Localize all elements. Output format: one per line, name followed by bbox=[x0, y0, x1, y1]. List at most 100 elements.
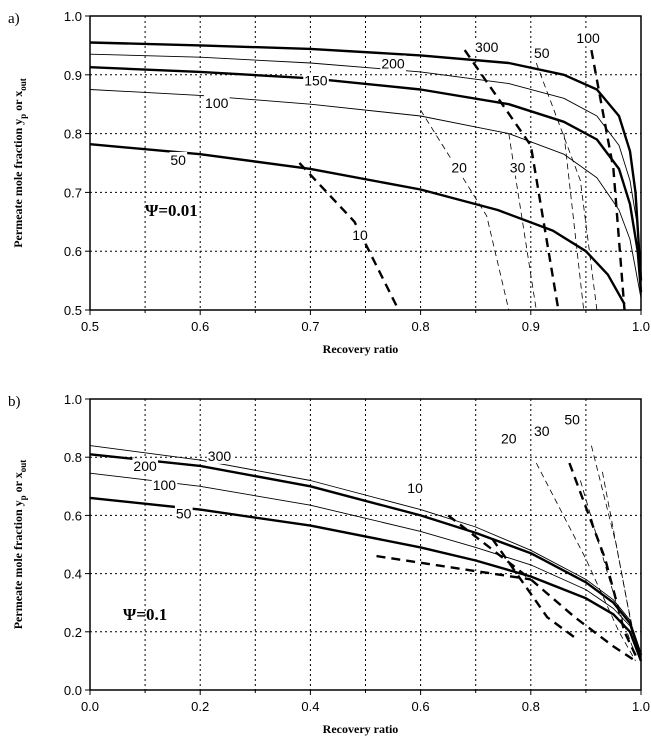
y-tick-label: 0.8 bbox=[64, 450, 82, 465]
series-label-100: 100 bbox=[153, 477, 177, 493]
isoline-label-50: 50 bbox=[534, 45, 550, 61]
x-tick-label: 1.0 bbox=[632, 699, 650, 714]
isoline-20 bbox=[420, 109, 510, 311]
series-label-50-bg bbox=[169, 151, 188, 168]
series-label-50: 50 bbox=[170, 152, 186, 168]
series-label-50-bg bbox=[174, 505, 193, 522]
isoline-50 bbox=[535, 62, 598, 311]
series-label-200-bg bbox=[380, 55, 406, 72]
y-axis-label-sub-out: out bbox=[18, 460, 28, 473]
isoline-extra-6 bbox=[563, 133, 585, 311]
series-line-100 bbox=[89, 472, 642, 659]
x-tick-label: 0.6 bbox=[412, 699, 430, 714]
isoline-30 bbox=[463, 49, 560, 311]
y-axis-label: Permeate mole fraction yp or xout bbox=[11, 78, 28, 248]
isoline-extra-4 bbox=[376, 554, 531, 581]
panel-label: a) bbox=[8, 11, 20, 27]
x-tick-label: 0.2 bbox=[191, 699, 209, 714]
y-axis-label-sub-p: p bbox=[18, 114, 28, 119]
isoline-extra-5 bbox=[491, 538, 576, 639]
isoline-label-10-bg bbox=[351, 227, 369, 244]
series-label-300-bg bbox=[474, 39, 500, 56]
isoline-20 bbox=[535, 462, 636, 662]
y-axis-label: Permeate mole fraction yp or xout bbox=[11, 460, 28, 630]
y-tick-label: 0.4 bbox=[64, 567, 82, 582]
y-tick-label: 1.0 bbox=[64, 9, 82, 24]
series-label-300-bg bbox=[206, 447, 233, 464]
isoline-label-30-bg bbox=[533, 423, 551, 440]
y-tick-label: 0.9 bbox=[64, 68, 82, 83]
y-tick-label: 0.0 bbox=[64, 683, 82, 698]
panel-label: b) bbox=[8, 394, 21, 410]
series-line-50 bbox=[89, 496, 643, 662]
y-tick-label: 0.7 bbox=[64, 185, 82, 200]
series-label-150-bg bbox=[303, 72, 329, 89]
isoline-label-30: 30 bbox=[534, 423, 550, 439]
series-label-50: 50 bbox=[176, 506, 192, 522]
x-axis-label: Recovery ratio bbox=[323, 342, 399, 356]
isoline-label-100-bg bbox=[575, 30, 601, 47]
series-label-100-bg bbox=[204, 94, 230, 111]
y-tick-label: 0.6 bbox=[64, 508, 82, 523]
isoline-label-30-bg bbox=[508, 159, 527, 176]
isoline-label-10: 10 bbox=[352, 227, 368, 243]
series-line-300 bbox=[89, 41, 643, 281]
series-line-150 bbox=[89, 66, 643, 293]
y-tick-label: 0.2 bbox=[64, 625, 82, 640]
series-label-200: 200 bbox=[381, 56, 405, 72]
x-tick-label: 0.8 bbox=[522, 699, 540, 714]
isoline-100 bbox=[590, 49, 626, 311]
isoline-label-20-bg bbox=[499, 430, 518, 447]
isoline-label-50-bg bbox=[533, 44, 551, 61]
y-axis-label-mid: or x bbox=[11, 472, 25, 495]
psi-annotation: Ψ=0.01 bbox=[145, 201, 198, 220]
x-tick-label: 1.0 bbox=[632, 319, 650, 334]
isoline-30 bbox=[568, 462, 640, 662]
series-line-300 bbox=[89, 445, 642, 656]
x-tick-label: 0.8 bbox=[412, 319, 430, 334]
series-line-200 bbox=[89, 53, 642, 287]
y-axis-label-sub-p: p bbox=[18, 495, 28, 500]
y-tick-label: 0.6 bbox=[64, 244, 82, 259]
isoline-extra-7 bbox=[602, 471, 639, 656]
isoline-label-50-bg bbox=[563, 411, 582, 428]
x-tick-label: 0.4 bbox=[301, 699, 319, 714]
series-label-200: 200 bbox=[133, 458, 157, 474]
series-label-150: 150 bbox=[304, 73, 328, 89]
series-line-50 bbox=[89, 143, 626, 305]
y-tick-label: 0.8 bbox=[64, 127, 82, 142]
isoline-label-50: 50 bbox=[564, 412, 580, 428]
chart-panel-b: 300 200 100 50 10 20 30 50 0.0 0.2 0.4 0.6 0.8 1.0 0.0… bbox=[8, 392, 650, 736]
isoline-label-20: 20 bbox=[451, 160, 467, 176]
x-tick-label: 0.5 bbox=[81, 319, 99, 334]
isoline-label-10-bg bbox=[406, 479, 425, 496]
x-tick-label: 0.6 bbox=[191, 319, 209, 334]
x-tick-label: 0.7 bbox=[301, 319, 319, 334]
isoline-10 bbox=[298, 162, 400, 311]
x-tick-label: 0.9 bbox=[522, 319, 540, 334]
isoline-label-20-bg bbox=[450, 159, 469, 176]
series-label-300: 300 bbox=[475, 39, 499, 55]
isoline-label-20: 20 bbox=[501, 430, 517, 446]
isoline-extra-6 bbox=[580, 480, 636, 656]
x-tick-label: 0.0 bbox=[81, 699, 99, 714]
isoline-label-30: 30 bbox=[510, 160, 526, 176]
series-line-100 bbox=[89, 89, 642, 299]
y-axis-label-main: Permeate mole fraction y bbox=[11, 119, 25, 248]
x-axis-label: Recovery ratio bbox=[323, 722, 399, 736]
chart-panel-a: 300 200 150 100 50 10 20 30 50 100 0.5 0.6 0.7 0.8 0.9… bbox=[8, 9, 650, 356]
y-tick-label: 0.5 bbox=[64, 303, 82, 318]
y-axis-label-mid: or x bbox=[11, 91, 25, 114]
series-line-200 bbox=[89, 453, 643, 656]
psi-annotation: Ψ=0.1 bbox=[123, 605, 167, 624]
isoline-50 bbox=[591, 445, 642, 662]
series-label-200-bg bbox=[132, 458, 158, 475]
y-tick-label: 1.0 bbox=[64, 392, 82, 407]
series-label-100-bg bbox=[151, 477, 178, 494]
isoline-label-10: 10 bbox=[407, 480, 423, 496]
isoline-label-100: 100 bbox=[576, 30, 600, 46]
series-label-300: 300 bbox=[208, 448, 232, 464]
isoline-10 bbox=[447, 514, 637, 662]
